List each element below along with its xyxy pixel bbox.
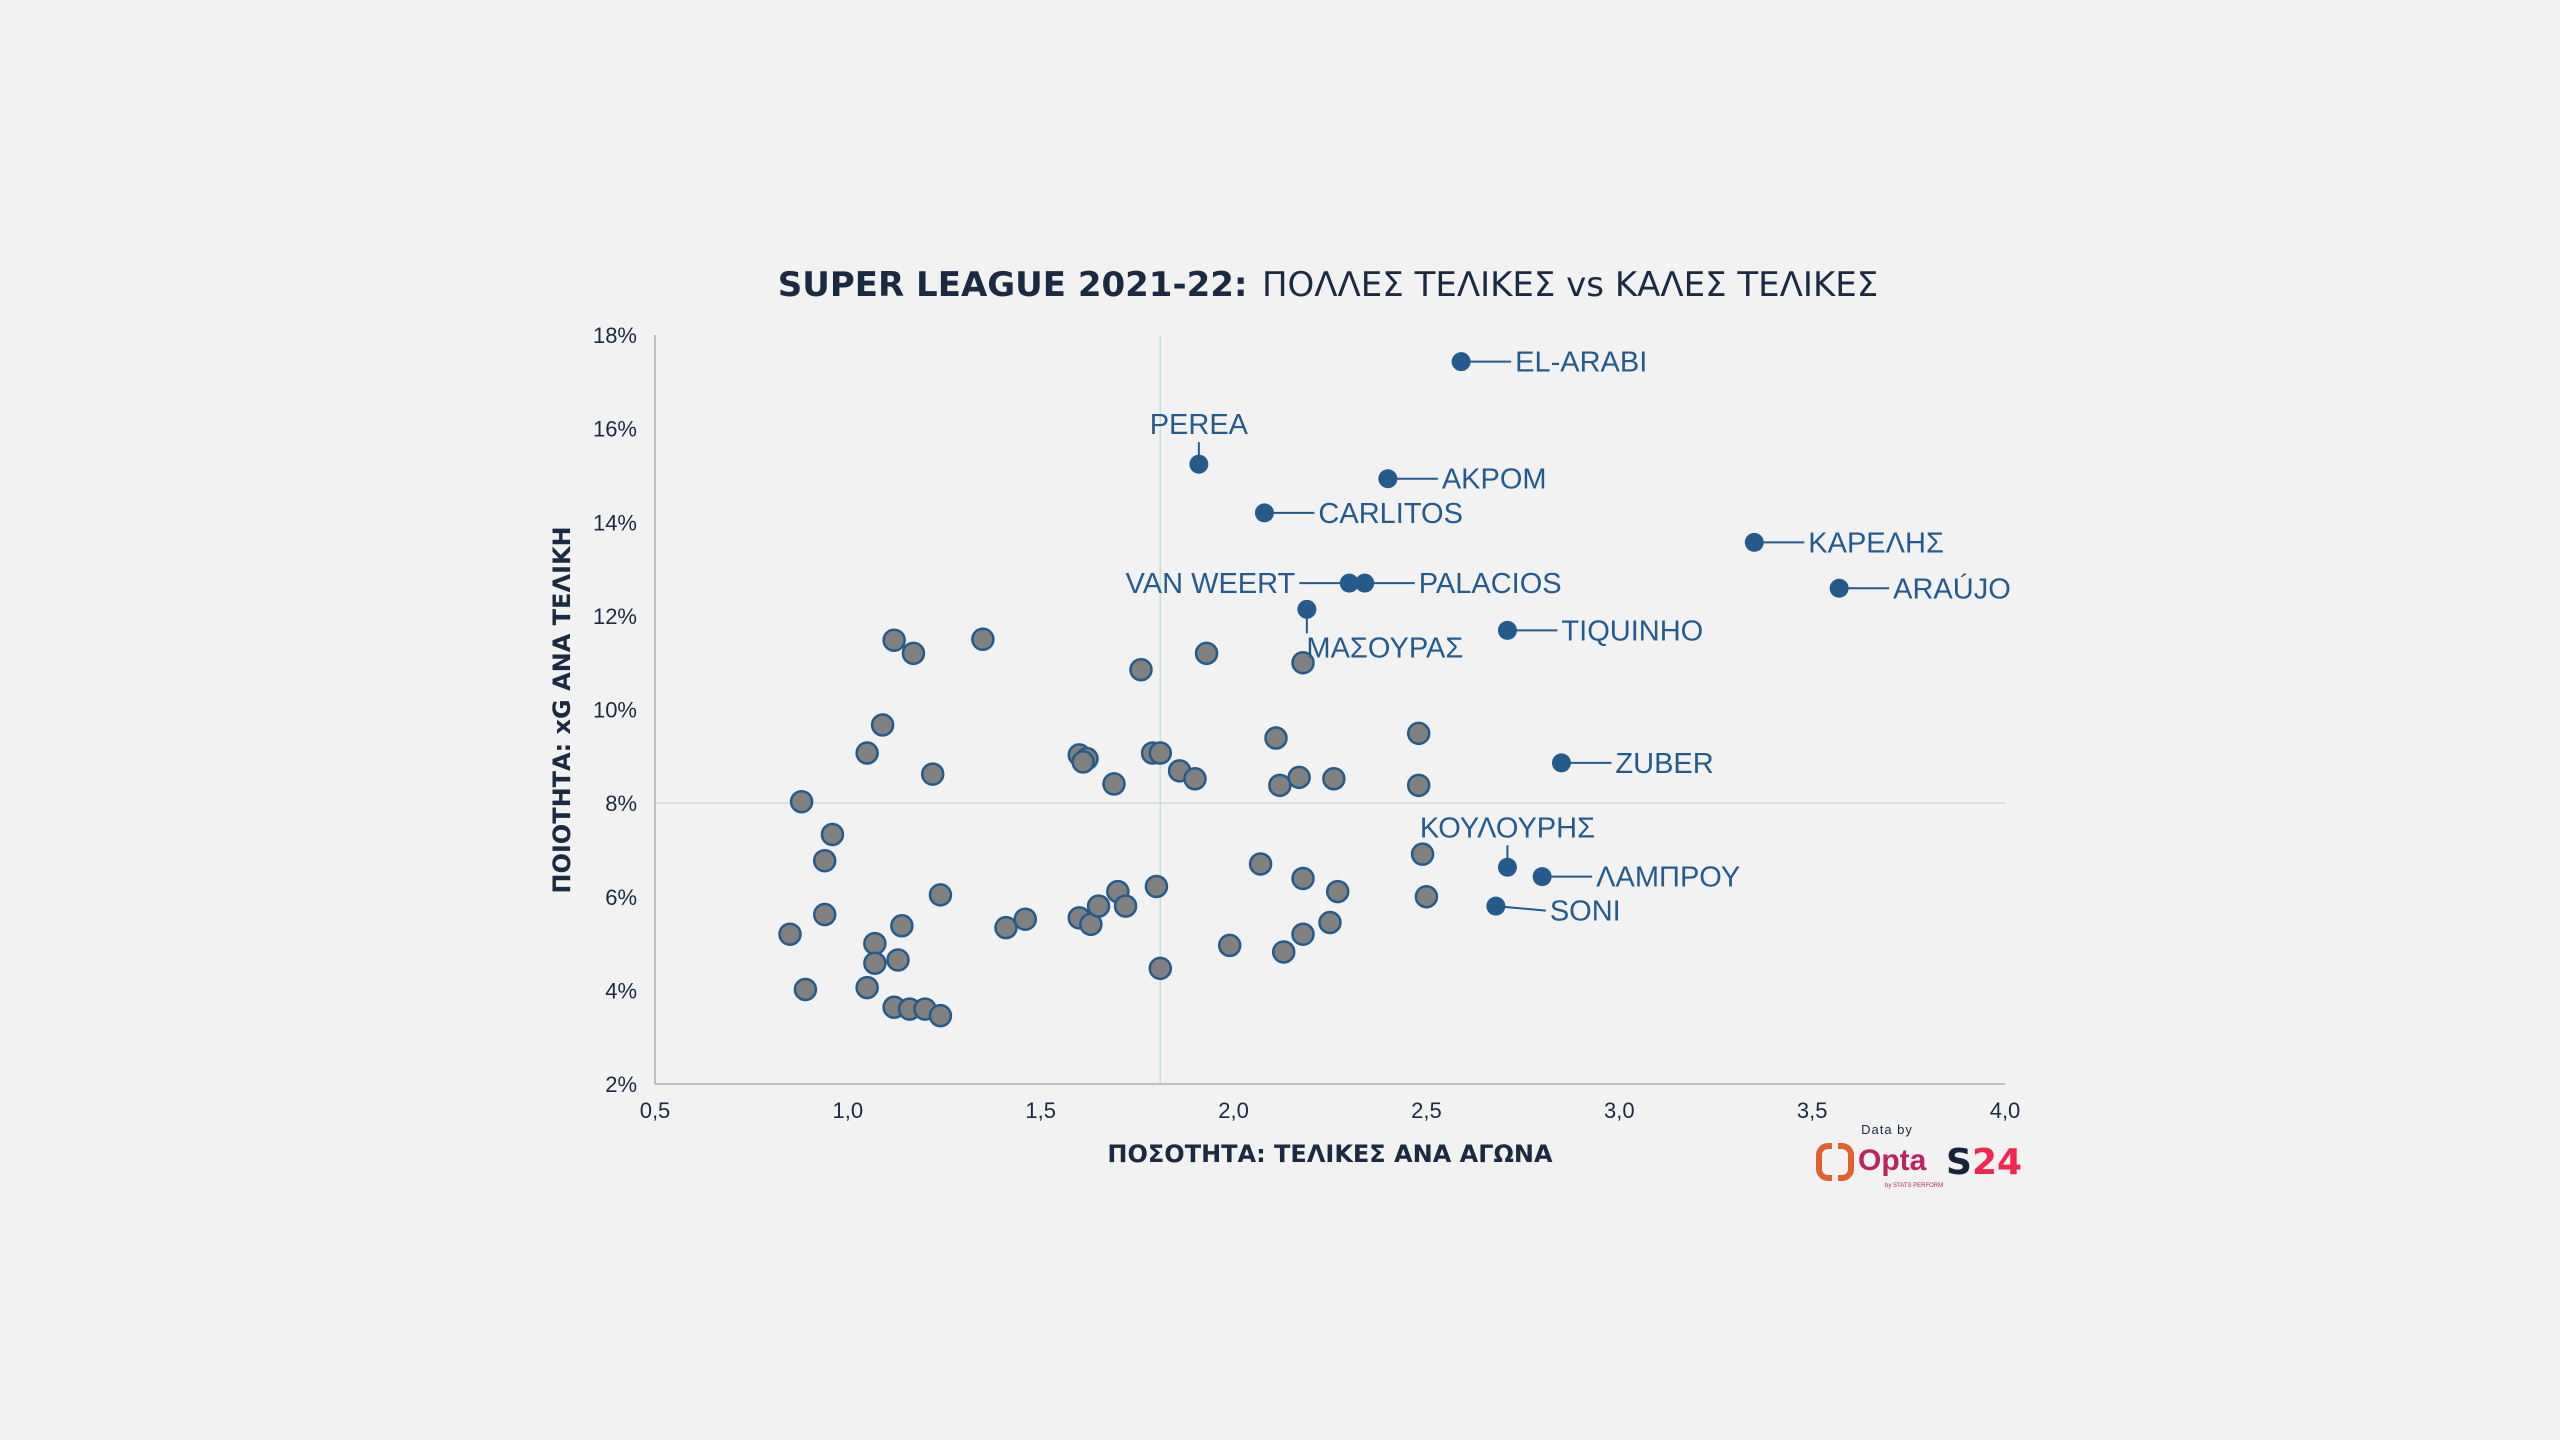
data-point (1291, 650, 1315, 675)
data-point (1271, 940, 1296, 964)
x-tick-label: 1,0 (833, 1098, 864, 1123)
x-tick-label: 3,0 (1604, 1098, 1635, 1123)
data-point (1183, 767, 1207, 791)
x-tick-label: 0,5 (640, 1098, 671, 1123)
data-point (1148, 741, 1173, 765)
data-point (920, 762, 945, 786)
data-point (855, 741, 879, 765)
player-label: ZUBER (1615, 748, 1713, 780)
player-label: ΛΑΜΠΡΟΥ (1596, 862, 1740, 894)
data-point (1406, 721, 1431, 746)
data-point (812, 902, 837, 927)
reference-lines (655, 335, 2005, 1084)
label-connector (1495, 905, 1546, 912)
data-point (1406, 773, 1431, 798)
data-point (1129, 657, 1153, 682)
x-tick-label: 3,5 (1797, 1098, 1828, 1123)
s24-24: 24 (1972, 1142, 2022, 1183)
s24-logo: S24 (1946, 1142, 2022, 1183)
data-point (870, 713, 895, 737)
data-point (1194, 641, 1219, 666)
data-point (1322, 767, 1346, 791)
data-point (1248, 852, 1273, 876)
data-point (855, 975, 879, 1000)
y-tick-label: 8% (605, 791, 637, 816)
player-label: PEREA (1150, 409, 1249, 441)
y-tick-label: 2% (605, 1072, 637, 1097)
player-label: SONI (1550, 896, 1621, 928)
data-point (901, 641, 926, 666)
data-point (928, 1003, 953, 1028)
chart-title: SUPER LEAGUE 2021-22: ΠΟΛΛΕΣ ΤΕΛΙΚΕΣ vs … (778, 265, 1878, 305)
data-point (1414, 885, 1439, 909)
data-point (890, 914, 914, 938)
opta-mark-icon (1816, 1143, 1854, 1181)
data-point (971, 627, 995, 652)
x-tick-label: 2,5 (1411, 1098, 1442, 1123)
player-label: PALACIOS (1419, 568, 1562, 600)
data-point (928, 883, 953, 907)
y-tick-label: 10% (593, 698, 637, 723)
data-point (812, 848, 837, 873)
data-point (1102, 772, 1126, 796)
player-label: ΜΑΣΟΥΡΑΣ (1306, 632, 1463, 664)
opta-sub: by STATS PERFORM (1885, 1183, 1943, 1189)
player-label: EL-ARABI (1515, 347, 1647, 379)
svg-text:S24: S24 (1946, 1142, 2022, 1183)
data-point (1410, 842, 1435, 866)
data-point (863, 931, 887, 956)
data-point (1268, 773, 1292, 798)
data-point (1264, 726, 1288, 750)
axes (654, 335, 2005, 1085)
data-point (1113, 894, 1138, 918)
data-point (1318, 910, 1342, 935)
chart-title-rest: ΠΟΛΛΕΣ ΤΕΛΙΚΕΣ vs ΚΑΛΕΣ ΤΕΛΙΚΕΣ (1262, 265, 1878, 305)
data-point (1144, 874, 1169, 899)
s24-s: S (1946, 1142, 1972, 1183)
y-tick-label: 4% (605, 978, 637, 1003)
y-tick-label: 6% (605, 885, 637, 910)
data-point (863, 951, 887, 975)
data-point (1291, 922, 1315, 946)
data-by-label: Data by (1861, 1122, 1913, 1137)
y-tick-label: 14% (593, 510, 637, 535)
chart-title-bold: SUPER LEAGUE 2021-22: (778, 265, 1248, 305)
x-tick-label: 1,5 (1025, 1098, 1056, 1123)
data-point (994, 915, 1018, 940)
player-label: ΑΚΡΟΜ (1442, 464, 1547, 496)
player-label: VAN WEERT (1126, 568, 1296, 600)
player-label: ΚΑΡΕΛΗΣ (1808, 527, 1944, 559)
player-label: TIQUINHO (1561, 615, 1703, 647)
x-tick-label: 2,0 (1218, 1098, 1249, 1123)
x-axis-title: ΠΟΣΟΤΗΤΑ: ΤΕΛΙΚΕΣ ΑΝΑ ΑΓΩΝΑ (1107, 1140, 1553, 1168)
opta-logo: Data by Opta by STATS PERFORM (1816, 1122, 1943, 1189)
data-point (789, 789, 814, 814)
data-point (820, 822, 845, 847)
player-label: ARAÚJO (1893, 572, 2011, 605)
data-point (1071, 750, 1095, 774)
y-axis-title: ΠΟΙΟΤΗΤΑ: xG ΑΝΑ ΤΕΛΙΚΗ (548, 526, 576, 893)
data-point (886, 948, 910, 972)
y-tick-label: 18% (593, 323, 637, 348)
data-point (1148, 956, 1173, 981)
data-point (1325, 879, 1350, 904)
x-tick-label: 4,0 (1990, 1098, 2021, 1123)
opta-wordmark: Opta (1858, 1144, 1927, 1177)
data-point (1086, 894, 1111, 918)
data-points (778, 352, 1849, 1028)
data-point (793, 977, 818, 1002)
data-point (1291, 866, 1315, 891)
data-point (882, 628, 906, 652)
y-tick-label: 12% (593, 604, 637, 629)
player-label: CARLITOS (1318, 498, 1463, 530)
tick-labels: 0,5 1,0 1,5 2,0 2,5 3,0 3,5 4,0 2% 4% 6% 8% 10% 12% 14… (593, 323, 2020, 1123)
data-point (1217, 933, 1242, 958)
data-point (778, 922, 802, 946)
data-point (1013, 907, 1038, 931)
player-label: ΚΟΥΛΟΥΡΗΣ (1420, 812, 1595, 844)
y-tick-label: 16% (593, 417, 637, 442)
data-point (1287, 765, 1311, 790)
